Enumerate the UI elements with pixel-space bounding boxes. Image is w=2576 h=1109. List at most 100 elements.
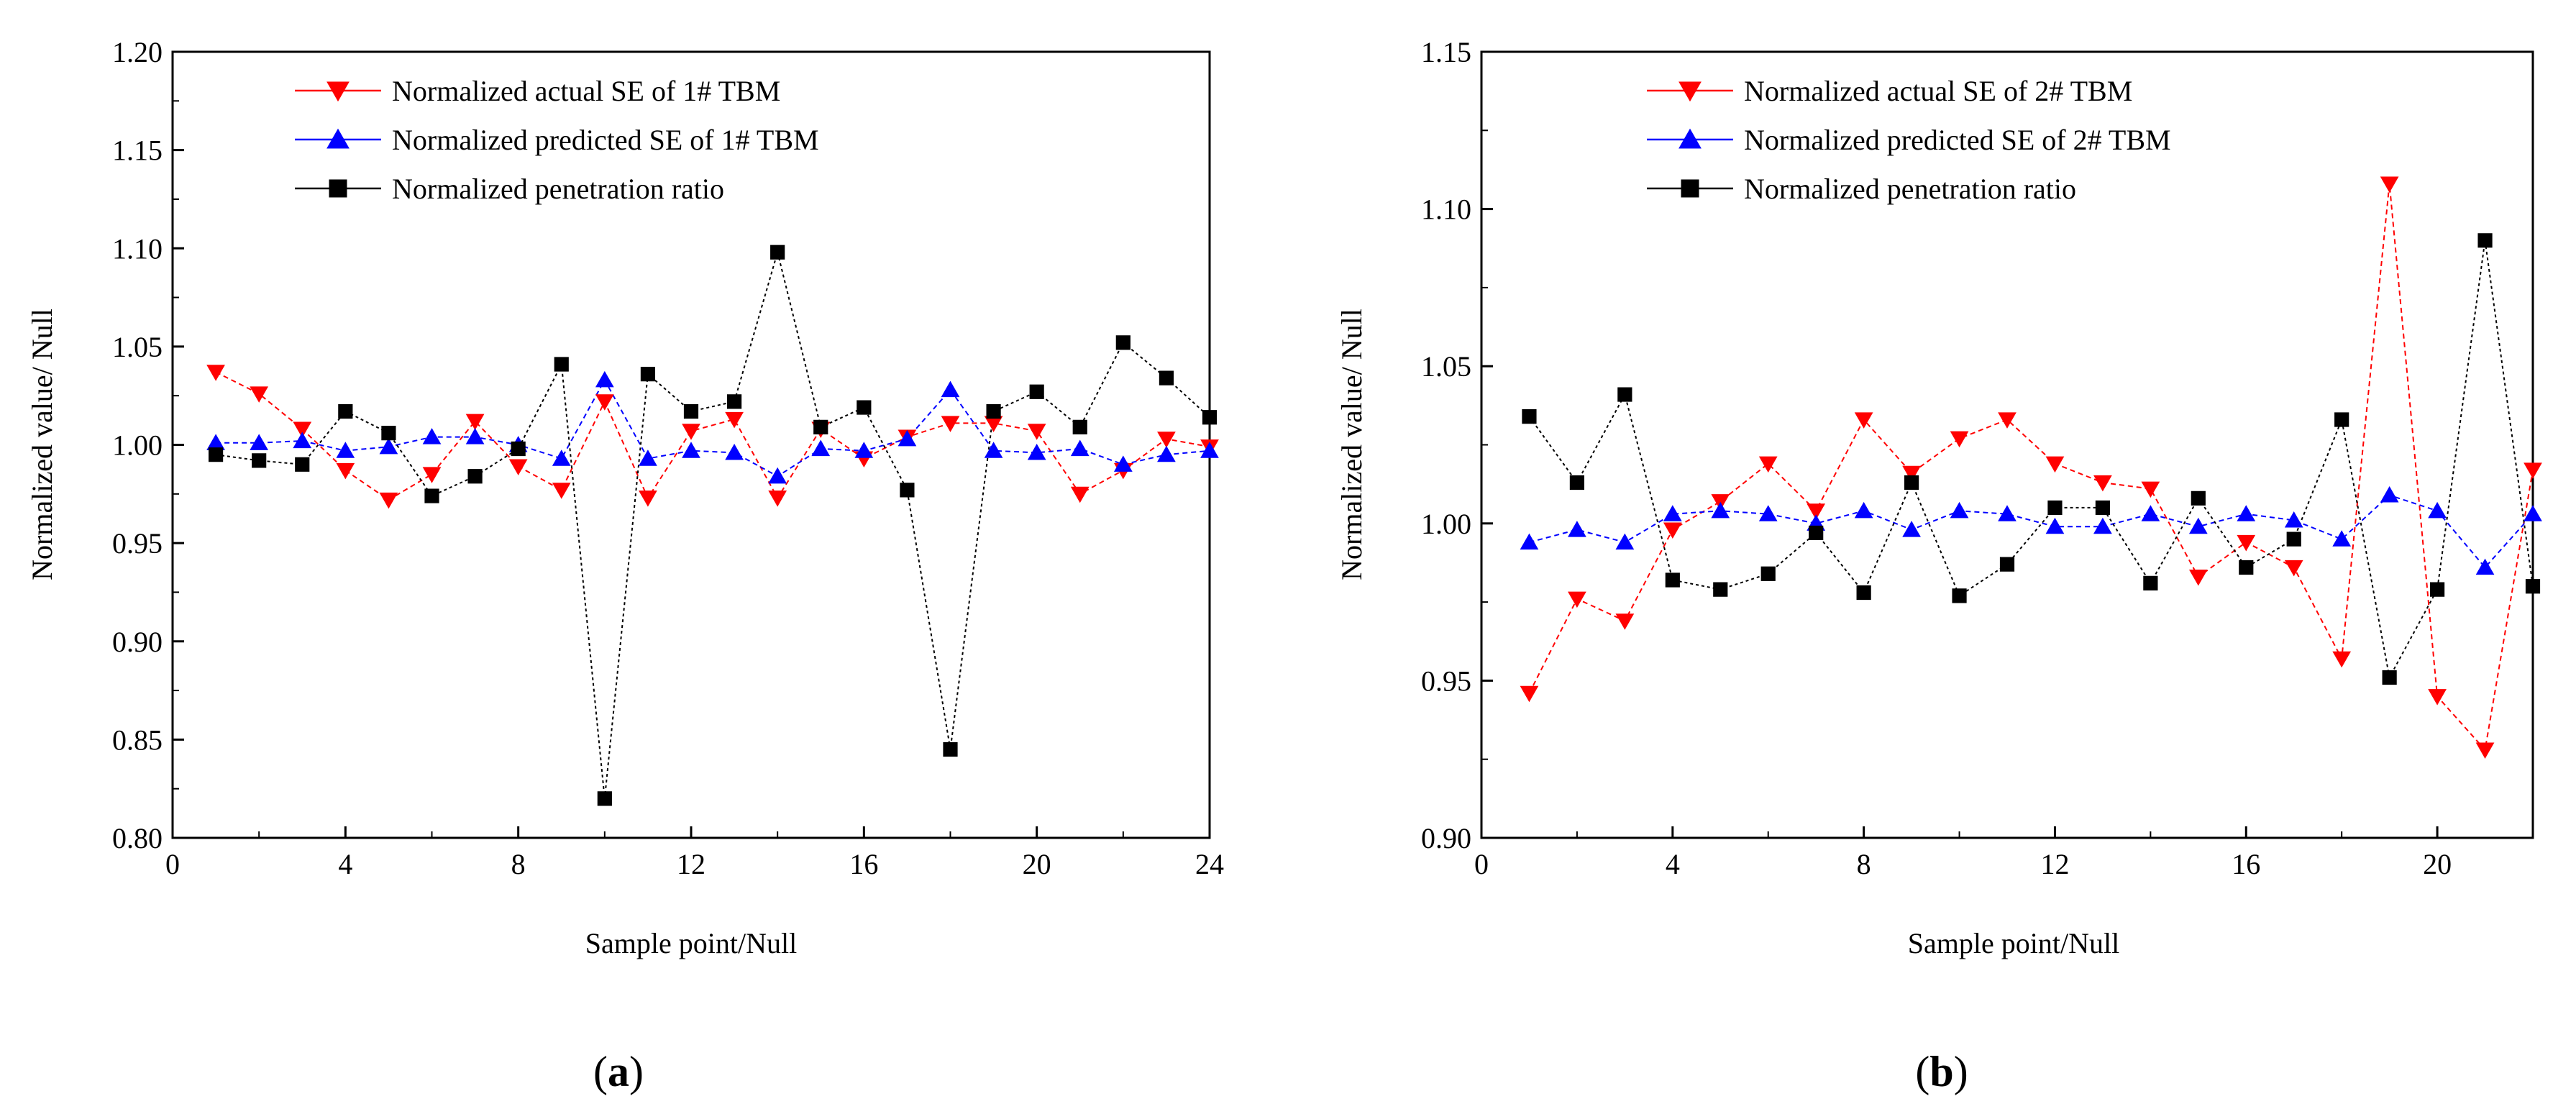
series-1-point-3: [1615, 613, 1635, 630]
series-2-point-9: [552, 449, 571, 466]
series-2-point-10: [1950, 501, 1969, 519]
x-tick-label: 24: [1195, 848, 1224, 880]
series-line-2: [1529, 494, 2534, 569]
series-markers: [206, 245, 1219, 806]
series-1-point-7: [1807, 503, 1826, 520]
series-2-point-4: [1663, 505, 1682, 521]
x-tick-label: 8: [511, 848, 526, 880]
series-3-point-11: [640, 367, 656, 382]
series-2-point-21: [1070, 439, 1090, 457]
y-tick-label: 0.85: [112, 724, 163, 756]
chart-panel-b: 0 4 8 12 16 20 0.90 0.95 1.00 1.05 1.10 1.15 Normal…: [1335, 36, 2542, 1095]
series-1-point-4: [1663, 522, 1682, 539]
x-tick-label: 12: [677, 848, 705, 880]
series-line-1: [1528, 183, 2534, 752]
series-2-point-3: [293, 432, 312, 449]
series-2-point-20: [1027, 444, 1046, 460]
series-1-point-20: [2428, 689, 2447, 706]
series-3-point-8: [511, 441, 526, 457]
x-tick-label: 0: [1474, 848, 1489, 880]
series-1-point-22: [2524, 462, 2542, 479]
series-2-point-19: [2380, 486, 2399, 503]
series-2-point-6: [422, 428, 442, 444]
plot-frame-b: [1480, 50, 2534, 839]
series-3-point-20: [2429, 582, 2445, 597]
series-1-point-14: [768, 490, 787, 507]
series-1-point-8: [508, 459, 528, 475]
series-1-point-16: [2237, 534, 2256, 552]
legend-label-1: Normalized actual SE of 1# TBM: [392, 75, 780, 107]
series-3-point-21: [1072, 419, 1087, 435]
series-3-point-5: [1713, 582, 1728, 597]
legend-b: Normalized actual SE of 2# TBM Normalized…: [1647, 75, 2171, 205]
x-tick-label: 8: [1857, 848, 1871, 880]
series-1-point-10: [595, 394, 614, 411]
series-1-point-9: [1902, 465, 1921, 483]
series-2-point-21: [2475, 558, 2495, 575]
series-2-point-2: [1568, 521, 1586, 537]
y-tick-label: 0.95: [112, 527, 163, 560]
legend-label-3: Normalized penetration ratio: [1744, 173, 2076, 205]
series-3-point-20: [1029, 384, 1044, 399]
series-3-point-19: [986, 403, 1001, 419]
series-1-point-18: [941, 416, 960, 432]
series-1-point-11: [1998, 412, 2017, 429]
series-lines: [1528, 183, 2534, 752]
series-2-point-11: [1998, 505, 2017, 521]
y-tick-label: 1.00: [112, 429, 163, 462]
series-1-point-1: [206, 365, 225, 381]
series-3-point-24: [1202, 410, 1218, 425]
series-3-point-9: [554, 357, 569, 372]
series-1-point-5: [379, 492, 398, 509]
series-1-point-11: [639, 490, 657, 507]
series-3-point-1: [1522, 409, 1537, 424]
series-2-point-24: [1200, 442, 1219, 458]
series-1-point-10: [1950, 431, 1969, 448]
series-1-point-19: [2380, 176, 2399, 193]
y-tick-label: 1.10: [1421, 193, 1471, 226]
series-3-point-11: [1999, 557, 2015, 572]
chart-panel-a: 0 4 8 12 16 20 24 0.80 0.85 0.90 0.95 1.00 1.05 1.10 1…: [26, 36, 1224, 1095]
legend-a: Normalized actual SE of 1# TBM Normalized…: [295, 75, 819, 205]
series-2-point-15: [811, 439, 831, 457]
series-3-point-13: [726, 394, 742, 409]
series-line-3: [215, 249, 1210, 799]
series-3-point-7: [467, 469, 483, 484]
series-1-point-6: [1758, 456, 1778, 473]
series-1-point-18: [2332, 651, 2352, 668]
series-3-point-17: [900, 483, 915, 498]
series-3-point-14: [2143, 575, 2158, 590]
series-2-point-22: [2524, 505, 2542, 521]
series-2-point-12: [682, 442, 700, 458]
series-2-point-4: [336, 442, 355, 458]
series-3-point-16: [2239, 560, 2254, 575]
y-tick-label: 0.80: [112, 822, 163, 854]
series-3-point-18: [943, 741, 958, 757]
series-2-point-5: [1711, 501, 1730, 519]
series-1-point-13: [2093, 475, 2112, 492]
series-2-point-14: [768, 467, 787, 484]
y-tick-label: 1.10: [112, 232, 163, 265]
axis-ticks-b: 0 4 8 12 16 20 0.90 0.95 1.00 1.05 1.10 1.15: [1421, 36, 2452, 880]
y-tick-label: 1.15: [112, 134, 163, 167]
series-2-point-20: [2428, 501, 2447, 519]
series-1-point-21: [1070, 486, 1090, 503]
series-3-point-3: [1617, 387, 1632, 402]
y-tick-label: 1.05: [112, 331, 163, 363]
series-3-point-4: [1665, 572, 1680, 588]
series-2-point-22: [1113, 455, 1133, 472]
series-3-point-7: [1809, 525, 1824, 541]
x-tick-label: 4: [338, 848, 352, 880]
series-2-point-17: [2284, 511, 2303, 528]
legend-label-2: Normalized predicted SE of 2# TBM: [1744, 124, 2171, 156]
series-3-point-2: [252, 453, 267, 468]
legend-marker-1: [326, 81, 350, 102]
legend-marker-2: [1678, 128, 1702, 149]
series-2-point-18: [2332, 530, 2352, 547]
series-2-point-13: [725, 444, 744, 460]
series-2-point-10: [595, 370, 614, 388]
series-3-point-2: [1569, 475, 1585, 490]
series-3-point-6: [1760, 566, 1776, 581]
x-tick-label: 20: [2423, 848, 2452, 880]
